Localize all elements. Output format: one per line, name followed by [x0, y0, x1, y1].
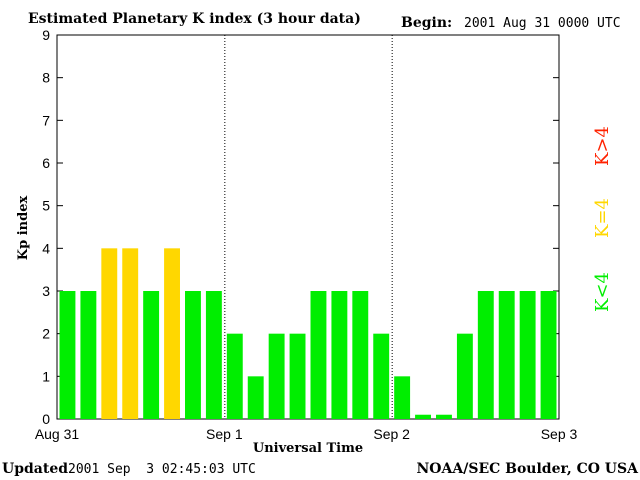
updated-label: Updated: [2, 461, 68, 477]
plot-area: 0 1 2 3 4 5 6 7 8 9 Aug 31 Sep 1 Sep 2 Sep 3: [35, 27, 578, 442]
y-axis-label: Kp index: [16, 196, 31, 261]
bar: [101, 248, 118, 419]
legend-entry: K<4: [592, 272, 613, 312]
bar: [394, 376, 411, 419]
bar: [498, 291, 515, 419]
y-tick-label: 9: [42, 27, 50, 43]
y-tick-label: 8: [42, 70, 50, 86]
bar: [164, 248, 180, 419]
y-tick-label: 2: [42, 326, 50, 342]
bar: [289, 333, 306, 419]
y-tick-label: 3: [42, 283, 50, 299]
bar: [310, 291, 327, 419]
x-tick-label: Aug 31: [35, 426, 80, 442]
y-tick-label: 0: [42, 411, 50, 427]
y-tick-label: 1: [42, 368, 50, 384]
begin-value: 2001 Aug 31 0000 UTC: [464, 16, 621, 31]
updated-value: 2001 Sep 3 02:45:03 UTC: [68, 462, 256, 477]
bar: [519, 291, 536, 419]
y-tick-label: 7: [42, 112, 50, 128]
begin-label: Begin:: [401, 15, 452, 31]
credit: NOAA/SEC Boulder, CO USA: [417, 461, 640, 477]
y-tick-label: 4: [42, 240, 50, 256]
bar: [80, 291, 97, 419]
x-tick-label: Sep 3: [541, 426, 578, 442]
bar: [352, 291, 369, 419]
y-tick-label: 6: [42, 155, 50, 171]
bar: [436, 414, 452, 419]
bar: [122, 248, 139, 419]
bar: [373, 333, 390, 419]
bar: [59, 291, 76, 419]
x-tick-label: Sep 2: [373, 426, 410, 442]
bar: [226, 333, 243, 419]
legend: K<4 K=4 K>4: [592, 126, 613, 312]
plot-frame: [56, 34, 560, 420]
bar: [143, 291, 160, 419]
bar: [415, 414, 431, 419]
bar: [456, 333, 473, 419]
bar: [268, 333, 285, 419]
legend-entry: K=4: [592, 198, 613, 238]
bar: [205, 291, 222, 419]
bar: [331, 291, 348, 419]
x-axis-label: Universal Time: [253, 441, 363, 456]
x-tick-label: Sep 1: [206, 426, 243, 442]
bar: [185, 291, 201, 419]
bar: [247, 376, 264, 419]
bar: [540, 291, 557, 419]
bar: [477, 291, 494, 419]
chart-title: Estimated Planetary K index (3 hour data…: [28, 11, 361, 27]
y-tick-label: 5: [42, 198, 50, 214]
legend-entry: K>4: [592, 126, 613, 166]
